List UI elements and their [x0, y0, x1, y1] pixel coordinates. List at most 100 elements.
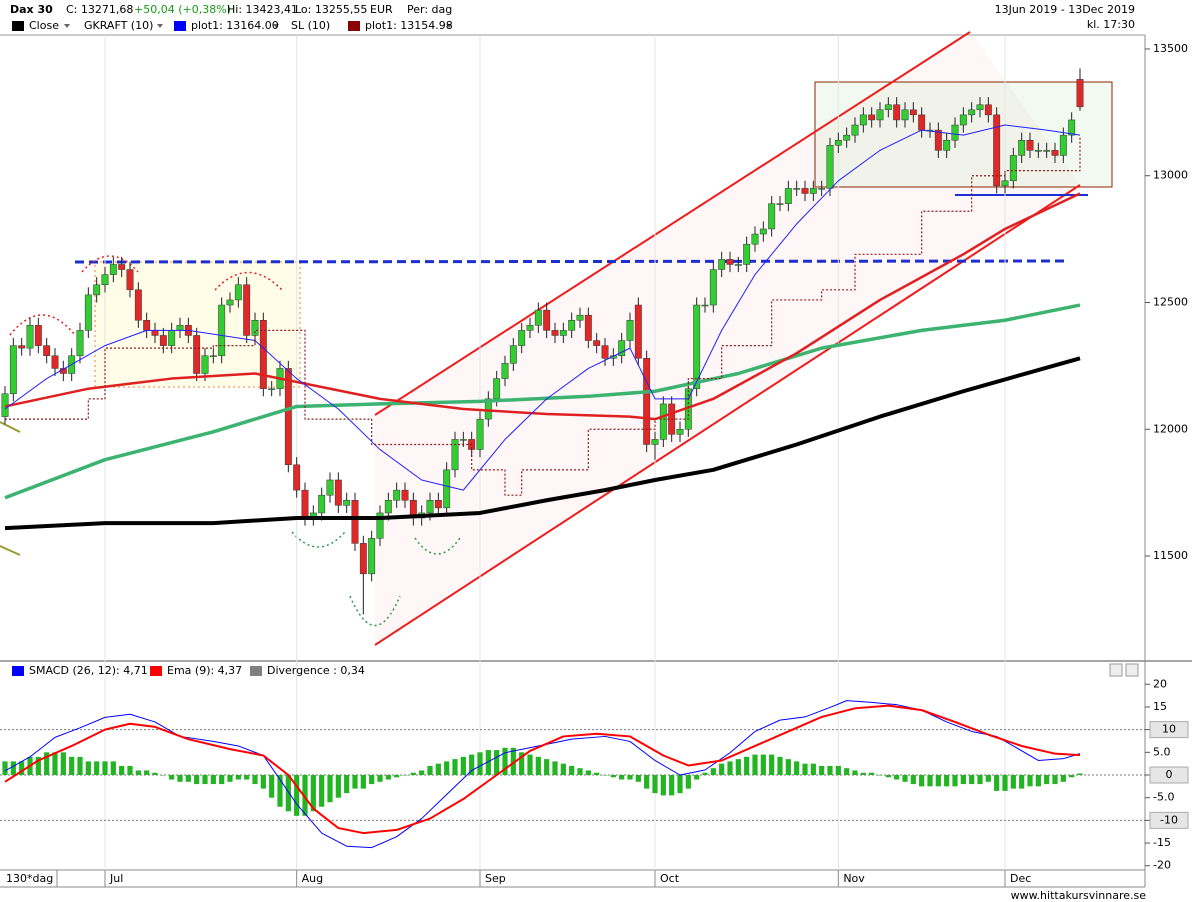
dropdown[interactable]	[157, 24, 163, 28]
candle-body	[1034, 150, 1042, 152]
histogram-bar	[935, 775, 941, 787]
histogram-bar	[1060, 775, 1066, 782]
y-tick-label: 0	[1166, 768, 1173, 781]
legend-label: Divergence : 0,34	[267, 664, 365, 677]
candle-body	[909, 109, 917, 116]
histogram-bar	[352, 775, 358, 789]
histogram-bar	[660, 775, 666, 796]
candle-body	[209, 355, 217, 357]
histogram-bar	[502, 747, 508, 775]
histogram-bar	[227, 775, 233, 782]
histogram-bar	[394, 775, 400, 778]
histogram-bar	[444, 761, 450, 775]
legend-label: SL (10)	[291, 19, 330, 32]
histogram-bar	[710, 768, 716, 775]
candle-body	[634, 304, 642, 359]
bottom-arc	[349, 595, 401, 627]
candle-body	[143, 319, 151, 331]
candle-body	[576, 314, 584, 321]
candle-body	[934, 129, 942, 151]
candle-body	[968, 109, 976, 116]
histogram-bar	[869, 772, 875, 775]
candle-body	[876, 109, 884, 121]
candle-body	[426, 500, 434, 514]
histogram-bar	[577, 768, 583, 775]
histogram-bar	[535, 756, 541, 775]
candle-body	[243, 284, 251, 336]
dropdown[interactable]	[446, 24, 452, 28]
y-tick-box	[1149, 811, 1189, 829]
candle-body	[1059, 134, 1067, 156]
change-text: +50,04 (+0,38%)	[134, 3, 231, 16]
histogram-bar	[860, 772, 866, 775]
dropdown[interactable]	[273, 24, 279, 28]
candle-body	[943, 139, 951, 151]
histogram-bar	[944, 775, 950, 787]
histogram-bar	[119, 765, 125, 775]
histogram-bar	[844, 768, 850, 775]
candle-body	[1076, 79, 1084, 108]
histogram-bar	[1010, 775, 1016, 789]
histogram-bar	[760, 754, 766, 775]
histogram-bar	[435, 763, 441, 775]
histogram-bar	[210, 775, 216, 785]
histogram-bar	[902, 775, 908, 782]
histogram-bar	[277, 775, 283, 807]
histogram-bar	[635, 775, 641, 782]
histogram-bar	[960, 775, 966, 785]
trend-line	[374, 31, 971, 416]
candle-body	[951, 124, 959, 141]
candle-body	[526, 325, 534, 331]
histogram-bar	[477, 752, 483, 775]
y-tick-label: -15	[1153, 836, 1171, 849]
candle-body	[868, 114, 876, 121]
candle-body	[51, 355, 59, 369]
legend-label: Ema (9): 4,37	[167, 664, 242, 677]
candle-body	[393, 489, 401, 501]
histogram-bar	[10, 761, 16, 775]
candle-body	[26, 325, 34, 349]
trend-line	[0, 421, 21, 433]
legend-label: Close	[29, 19, 59, 32]
histogram-bar	[52, 752, 58, 775]
candle-body	[101, 274, 109, 285]
y-tick-label: 13500	[1153, 42, 1188, 55]
candle-body	[226, 299, 234, 306]
candle-body	[643, 358, 651, 445]
candle-body	[709, 269, 717, 306]
candle-body	[159, 335, 167, 346]
histogram-bar	[702, 772, 708, 775]
candle-body	[359, 543, 367, 575]
candle-body	[726, 259, 734, 265]
candle-body	[701, 304, 709, 307]
histogram-bar	[469, 754, 475, 775]
candle-body	[168, 330, 176, 346]
histogram-bar	[485, 750, 491, 775]
histogram-bar	[369, 775, 375, 785]
channel-fill	[375, 32, 1080, 645]
series-line	[4, 192, 1081, 421]
histogram-bar	[160, 775, 166, 776]
candle-body	[251, 319, 259, 336]
zoom-icon[interactable]	[1125, 663, 1139, 677]
y-tick-label: -5.0	[1153, 791, 1174, 804]
candle-body	[518, 330, 526, 346]
time-text: kl. 17:30	[1087, 18, 1135, 31]
legend-swatch	[174, 21, 186, 31]
dropdown[interactable]	[64, 24, 70, 28]
y-tick-label: 11500	[1153, 549, 1188, 562]
candle-body	[493, 378, 501, 400]
candle-body	[718, 259, 726, 270]
candle-body	[1051, 150, 1059, 156]
candle-body	[434, 500, 442, 509]
y-tick-label: 12000	[1153, 422, 1188, 435]
y-tick-label: 12500	[1153, 295, 1188, 308]
histogram-bar	[219, 775, 225, 785]
candle-body	[693, 304, 701, 389]
zoom-icon[interactable]	[1109, 663, 1123, 677]
candle-body	[401, 489, 409, 501]
histogram-bar	[319, 775, 325, 807]
support-line	[74, 259, 1066, 264]
histogram-bar	[85, 761, 91, 775]
